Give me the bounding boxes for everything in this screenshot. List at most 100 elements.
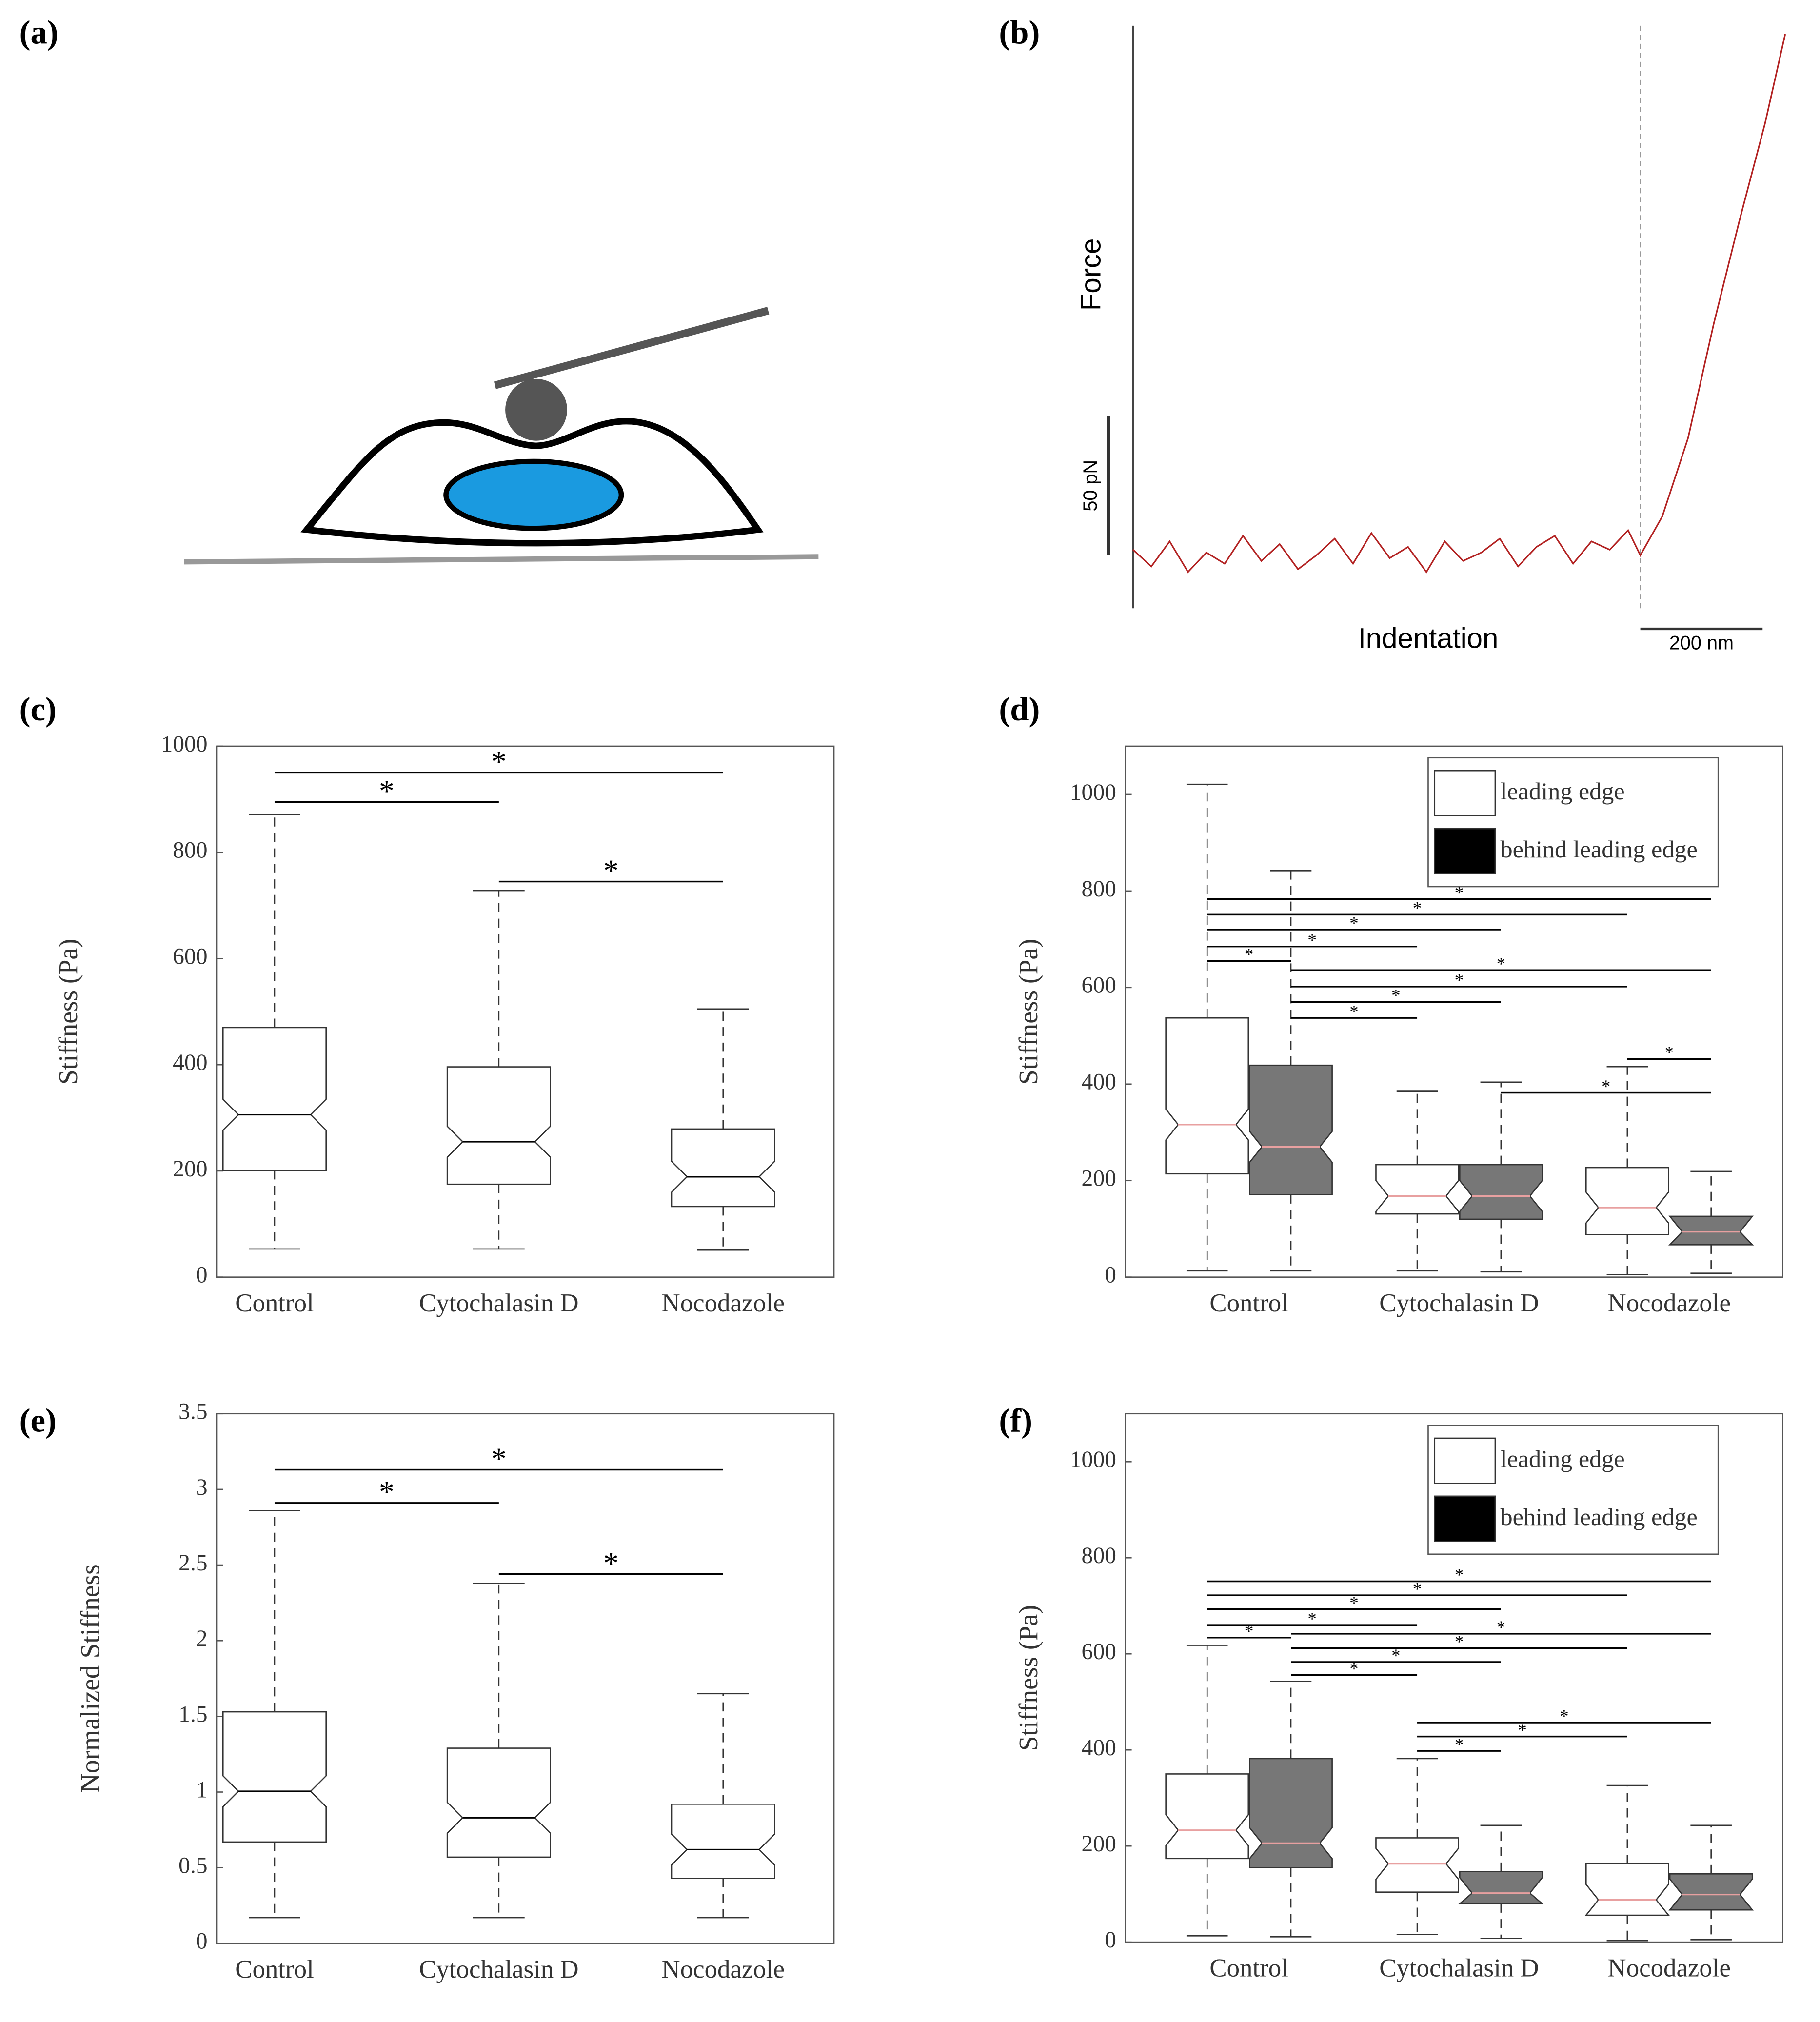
panel-label: (b) bbox=[999, 14, 1040, 51]
panel-label: (e) bbox=[20, 1402, 57, 1439]
significance-label: * bbox=[1307, 931, 1317, 951]
legend-swatch bbox=[1434, 1437, 1496, 1484]
nucleus bbox=[443, 458, 624, 531]
y-tick-label: 0 bbox=[1105, 1927, 1116, 1953]
substrate bbox=[184, 554, 819, 565]
significance-label: * bbox=[491, 744, 507, 779]
legend-swatch bbox=[1434, 770, 1496, 816]
y-tick-label: 600 bbox=[173, 944, 207, 969]
legend-swatch bbox=[1434, 828, 1496, 874]
significance-label: * bbox=[1455, 1735, 1464, 1755]
box bbox=[1668, 1215, 1754, 1246]
box bbox=[1585, 1167, 1669, 1235]
significance-label: * bbox=[603, 853, 619, 888]
significance-label: * bbox=[491, 1441, 507, 1476]
legend-swatch bbox=[1434, 1495, 1496, 1542]
x-tick-label: Cytochalasin D bbox=[419, 1955, 578, 1983]
y-tick-label: 600 bbox=[1082, 973, 1116, 998]
significance-label: * bbox=[1245, 1622, 1254, 1642]
y-axis-label: Stiffness (Pa) bbox=[54, 939, 83, 1085]
x-tick-label: Cytochalasin D bbox=[1379, 1289, 1539, 1317]
x-axis-label: Indentation bbox=[1358, 623, 1499, 654]
box bbox=[446, 1066, 551, 1185]
significance-label: * bbox=[1560, 1706, 1569, 1726]
box bbox=[446, 1747, 551, 1858]
x-tick-label: Nocodazole bbox=[1608, 1954, 1731, 1982]
significance-label: * bbox=[1413, 899, 1422, 919]
y-axis-label: Stiffness (Pa) bbox=[1014, 1605, 1044, 1751]
box bbox=[671, 1128, 775, 1208]
significance-label: * bbox=[1518, 1721, 1527, 1741]
y-tick-label: 800 bbox=[1082, 1543, 1116, 1568]
legend-label: leading edge bbox=[1501, 777, 1625, 805]
y-tick-label: 0 bbox=[196, 1263, 208, 1288]
box bbox=[1375, 1164, 1459, 1215]
significance-label: * bbox=[603, 1546, 619, 1580]
y-tick-label: 0 bbox=[1105, 1263, 1116, 1288]
y-tick-label: 2 bbox=[196, 1626, 208, 1651]
x-tick-label: Cytochalasin D bbox=[419, 1289, 578, 1317]
x-tick-label: Nocodazole bbox=[1608, 1289, 1731, 1317]
panel-label: (d) bbox=[999, 691, 1040, 728]
y-tick-label: 1000 bbox=[161, 732, 207, 757]
significance-label: * bbox=[1455, 883, 1464, 903]
box bbox=[1458, 1871, 1544, 1904]
significance-label: * bbox=[1665, 1043, 1674, 1063]
scale-bar-label: 50 pN bbox=[1080, 460, 1101, 512]
plot-frame bbox=[1125, 1413, 1783, 1943]
y-tick-label: 200 bbox=[1082, 1166, 1116, 1191]
plot-frame bbox=[216, 745, 835, 1278]
box bbox=[1165, 1017, 1249, 1175]
y-tick-label: 1000 bbox=[1070, 1447, 1116, 1472]
x-tick-label: Cytochalasin D bbox=[1379, 1954, 1539, 1982]
y-tick-label: 1 bbox=[196, 1777, 208, 1803]
significance-label: * bbox=[1349, 1593, 1359, 1613]
y-tick-label: 200 bbox=[173, 1156, 207, 1182]
legend-label: behind leading edge bbox=[1501, 1503, 1698, 1530]
y-tick-label: 2.5 bbox=[178, 1550, 207, 1576]
box bbox=[1459, 1164, 1543, 1220]
box bbox=[1375, 1837, 1459, 1893]
significance-label: * bbox=[1307, 1609, 1317, 1629]
y-axis-label: Stiffness (Pa) bbox=[1014, 939, 1044, 1085]
significance-label: * bbox=[1497, 954, 1506, 974]
panel-label: (a) bbox=[20, 14, 59, 51]
y-tick-label: 400 bbox=[173, 1050, 207, 1075]
significance-label: * bbox=[379, 773, 395, 808]
box bbox=[222, 1027, 327, 1171]
plot-frame bbox=[1125, 745, 1783, 1278]
legend-label: behind leading edge bbox=[1501, 835, 1698, 863]
y-tick-label: 0.5 bbox=[178, 1853, 207, 1879]
significance-label: * bbox=[1349, 913, 1359, 933]
significance-label: * bbox=[1349, 1002, 1359, 1022]
significance-label: * bbox=[1602, 1077, 1611, 1097]
x-tick-label: Control bbox=[235, 1955, 314, 1983]
significance-label: * bbox=[1391, 986, 1401, 1006]
y-tick-label: 1000 bbox=[1070, 780, 1116, 805]
plot-frame bbox=[216, 1413, 835, 1944]
significance-label: * bbox=[1455, 971, 1464, 991]
y-tick-label: 400 bbox=[1082, 1070, 1116, 1095]
x-tick-label: Nocodazole bbox=[662, 1955, 785, 1983]
significance-label: * bbox=[1497, 1618, 1506, 1638]
x-tick-label: Control bbox=[1209, 1289, 1288, 1317]
box bbox=[1165, 1773, 1249, 1860]
y-tick-label: 400 bbox=[1082, 1735, 1116, 1761]
y-tick-label: 800 bbox=[173, 838, 207, 863]
x-tick-label: Control bbox=[1209, 1954, 1288, 1982]
box bbox=[671, 1804, 775, 1879]
box bbox=[1249, 1758, 1333, 1868]
y-tick-label: 3 bbox=[196, 1475, 208, 1500]
panel-label: (f) bbox=[999, 1402, 1032, 1439]
box bbox=[1668, 1873, 1754, 1911]
y-axis-label: Normalized Stiffness bbox=[76, 1564, 105, 1793]
y-tick-label: 600 bbox=[1082, 1639, 1116, 1665]
cantilever bbox=[494, 307, 770, 389]
significance-label: * bbox=[1413, 1579, 1422, 1599]
significance-label: * bbox=[1455, 1566, 1464, 1586]
box bbox=[1249, 1064, 1333, 1195]
x-tick-label: Control bbox=[235, 1289, 314, 1317]
y-tick-label: 800 bbox=[1082, 876, 1116, 902]
y-tick-label: 0 bbox=[196, 1929, 208, 1954]
